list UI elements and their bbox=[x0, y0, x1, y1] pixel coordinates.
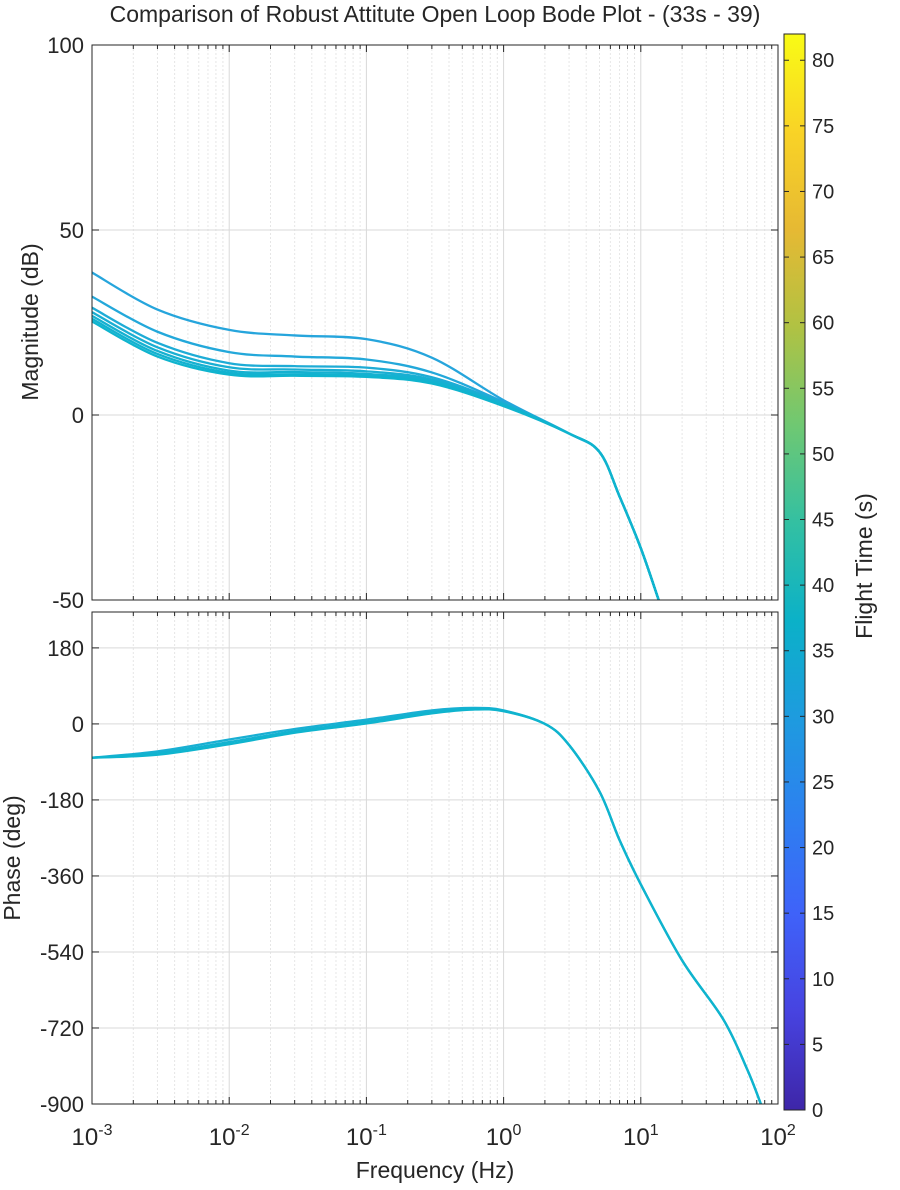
magnitude-axes-box bbox=[91, 44, 779, 601]
colorbar-tick-label: 0 bbox=[812, 1100, 823, 1122]
colorbar-tick-label: 5 bbox=[812, 1034, 823, 1056]
colorbar-tick-label: 35 bbox=[812, 641, 834, 663]
y-tick-label: -360 bbox=[40, 864, 84, 889]
y-tick-label: 180 bbox=[47, 636, 84, 661]
colorbar-label: Flight Time (s) bbox=[851, 493, 877, 639]
magnitude-axes: 100 50 0 -50 Magnitude (dB) bbox=[17, 33, 779, 613]
y-tick-label: 50 bbox=[60, 218, 84, 243]
y-tick-label: -540 bbox=[40, 940, 84, 965]
y-tick-label: 0 bbox=[72, 712, 84, 737]
phase-axes-box bbox=[91, 611, 779, 1105]
colorbar-tick-label: 25 bbox=[812, 772, 834, 794]
colorbar-tick-label: 15 bbox=[812, 903, 834, 925]
colorbar-tick-label: 50 bbox=[812, 444, 834, 466]
colorbar-gradient bbox=[783, 33, 806, 1111]
colorbar-tick-label: 70 bbox=[812, 181, 834, 203]
y-tick-label: -180 bbox=[40, 788, 84, 813]
phase-plot-background bbox=[92, 612, 778, 1104]
magnitude-plot-background bbox=[92, 45, 778, 600]
colorbar-tick-label: 60 bbox=[812, 313, 834, 335]
x-tick-label: 101 bbox=[623, 1122, 659, 1151]
x-axis-label: Frequency (Hz) bbox=[356, 1157, 514, 1183]
phase-series-line bbox=[92, 708, 762, 1104]
colorbar-tick-label: 10 bbox=[812, 969, 834, 991]
colorbar-tick-label: 40 bbox=[812, 575, 834, 597]
y-tick-label: -720 bbox=[40, 1016, 84, 1041]
phase-ticks: 180 0 -180 -360 -540 -720 -900 bbox=[40, 612, 778, 1117]
chart-title: Comparison of Robust Attitute Open Loop … bbox=[110, 1, 761, 27]
magnitude-ticks: 100 50 0 -50 bbox=[47, 33, 778, 613]
x-tick-label: 100 bbox=[486, 1122, 522, 1151]
colorbar-tick-label: 65 bbox=[812, 247, 834, 269]
colorbar-tick-label: 20 bbox=[812, 838, 834, 860]
colorbar-tick-label: 30 bbox=[812, 706, 834, 728]
colorbar-tick-label: 45 bbox=[812, 510, 834, 532]
x-tick-label: 102 bbox=[760, 1122, 796, 1151]
y-tick-label: -900 bbox=[40, 1092, 84, 1117]
y-tick-label: -50 bbox=[52, 588, 84, 613]
colorbar-tick-label: 55 bbox=[812, 378, 834, 400]
x-tick-label: 10-1 bbox=[346, 1122, 387, 1151]
colorbar-tick-label: 80 bbox=[812, 50, 834, 72]
phase-ylabel: Phase (deg) bbox=[0, 795, 25, 920]
y-tick-label: 100 bbox=[47, 33, 84, 58]
colorbar: 0 5 10 15 20 25 30 35 40 45 50 55 60 65 70 75 80 Flight … bbox=[783, 33, 877, 1122]
phase-curves bbox=[92, 706, 762, 1104]
phase-axes: 180 0 -180 -360 -540 -720 -900 Phase (deg) bbox=[0, 611, 779, 1117]
colorbar-ticks: 0 5 10 15 20 25 30 35 40 45 50 55 60 65 70 75 80 bbox=[784, 50, 834, 1122]
magnitude-series-line bbox=[92, 320, 660, 600]
magnitude-ylabel: Magnitude (dB) bbox=[17, 243, 43, 400]
x-tick-label: 10-2 bbox=[209, 1122, 250, 1151]
phase-grid bbox=[91, 612, 778, 1105]
magnitude-curves bbox=[92, 271, 660, 600]
x-tick-labels: 10-3 10-2 10-1 100 101 102 bbox=[72, 1122, 796, 1151]
x-tick-label: 10-3 bbox=[72, 1122, 113, 1151]
colorbar-tick-label: 75 bbox=[812, 116, 834, 138]
y-tick-label: 0 bbox=[72, 403, 84, 428]
